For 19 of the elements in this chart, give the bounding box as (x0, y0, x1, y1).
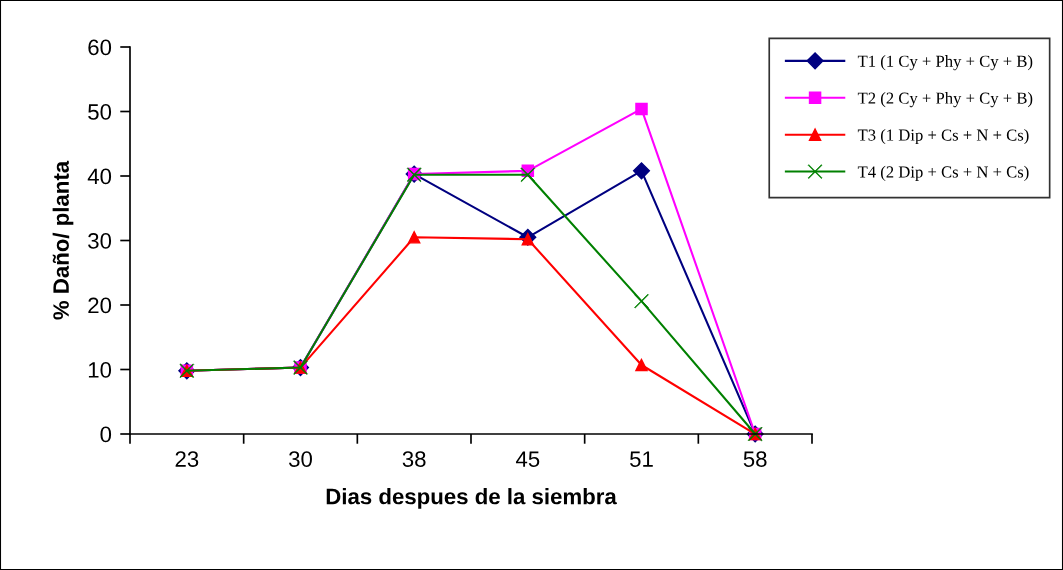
y-tick-label: 50 (88, 104, 112, 120)
x-tick-label: 23 (175, 451, 199, 467)
x-tick-label: 45 (515, 451, 540, 467)
y-tick-label: 60 (88, 39, 112, 56)
y-tick-label: 0 (100, 426, 112, 443)
legend-label: T4 (2 Dip + Cs + N + Cs) (857, 165, 1029, 181)
legend-label: T3 (1 Dip + Cs + N + Cs) (857, 128, 1029, 145)
y-tick-label: 40 (87, 168, 112, 185)
y-tick-label: 10 (88, 362, 112, 378)
y-tick-label: 20 (88, 297, 112, 314)
x-tick-label: 58 (743, 451, 767, 467)
legend-label: T1 (1 Cy + Phy + Cy + B) (857, 55, 1033, 71)
x-tick-label: 30 (288, 451, 312, 467)
x-tick-label: 51 (630, 451, 653, 467)
legend-label: T2 (2 Cy + Phy + Cy + B) (857, 92, 1033, 108)
x-tick-label: 38 (402, 451, 426, 467)
y-axis-title: % Daño/ planta (52, 160, 74, 320)
y-tick-label: 30 (88, 233, 112, 249)
x-axis-title: Dias despues de la siembra (326, 488, 617, 509)
